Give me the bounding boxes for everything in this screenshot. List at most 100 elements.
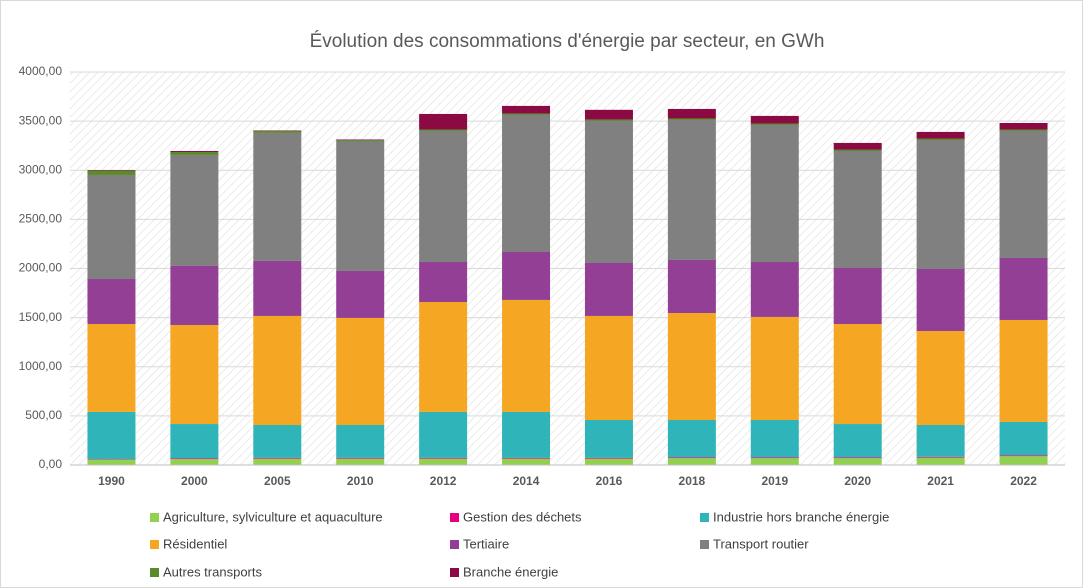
legend-label: Résidentiel [163,536,227,551]
legend-label: Industrie hors branche énergie [713,509,889,524]
bar-segment [419,130,468,263]
bar-segment [999,455,1048,457]
y-tick-label: 4000,00 [19,64,63,78]
bar-segment [87,459,136,465]
x-tick-label: 2010 [347,474,374,488]
bar-segment [667,108,716,119]
bar-segment [170,150,219,152]
bar-segment [584,109,633,120]
bar-segment [667,119,716,260]
bar-segment [502,299,551,412]
x-tick-label: 2022 [1010,474,1037,488]
legend-label: Transport routier [713,536,809,551]
bar-segment [833,457,882,459]
x-tick-label: 2018 [679,474,706,488]
bar-segment [916,268,965,331]
bar-segment [170,324,219,425]
bar-segment [916,425,965,457]
bar-segment [170,151,219,155]
y-tick-label: 500,00 [25,408,62,422]
y-tick-label: 3000,00 [19,162,63,176]
bar-segment [170,424,219,459]
bar-segment [502,458,551,465]
bar-segment [253,315,302,426]
y-tick-label: 2000,00 [19,261,63,275]
bar-segment [584,420,633,458]
x-tick-label: 2014 [513,474,540,488]
bar-segment [419,113,468,130]
bar-segment [833,142,882,150]
bar-segment [999,421,1048,456]
bar-segment [750,457,799,459]
bar-segment [336,139,385,141]
bar-segment [584,120,633,263]
bar-segment [336,317,385,426]
x-tick-label: 2012 [430,474,457,488]
legend-label: Autres transports [163,564,262,579]
legend-swatch [450,568,459,577]
bar-segment [916,457,965,465]
y-tick-label: 0,00 [39,457,63,471]
bar-segment [87,170,136,175]
bar-segment [833,324,882,425]
bar-segment [584,457,633,459]
bar-segment [833,150,882,269]
bar-segment [87,324,136,412]
legend-swatch [700,513,709,522]
bar-segment [833,424,882,458]
bar-segment [170,265,219,325]
y-tick-label: 1500,00 [19,310,63,324]
bar-segment [750,115,799,124]
bar-segment [419,458,468,465]
bar-segment [336,270,385,318]
bar-segment [253,132,302,261]
y-tick-label: 1000,00 [19,359,63,373]
bar-segment [999,129,1048,131]
bar-segment [584,119,633,121]
y-tick-label: 3500,00 [19,113,63,127]
bar-segment [750,262,799,317]
bar-segment [667,420,716,458]
bar-segment [419,302,468,412]
bar-segment [750,458,799,465]
legend-label: Agriculture, sylviculture et aquaculture [163,509,383,524]
bar-segment [253,425,302,458]
bar-segment [336,140,385,271]
bar-segment [667,259,716,314]
x-tick-label: 2016 [596,474,623,488]
bar-segment [833,458,882,465]
bar-segment [170,459,219,465]
bar-segment [584,458,633,465]
bar-segment [87,279,136,325]
bar-segment [667,118,716,120]
legend-swatch [450,513,459,522]
legend-swatch [700,540,709,549]
x-tick-label: 2021 [927,474,954,488]
bar-segment [833,149,882,151]
legend-label: Tertiaire [463,536,509,551]
bar-segment [419,262,468,303]
bar-segment [750,420,799,458]
bar-segment [584,262,633,316]
bar-segment [336,458,385,465]
x-tick-label: 2000 [181,474,208,488]
bar-segment [750,123,799,125]
legend-label: Gestion des déchets [463,509,582,524]
bar-segment [667,313,716,421]
bar-segment [916,139,965,269]
bar-segment [999,122,1048,130]
x-tick-label: 2005 [264,474,291,488]
bar-segment [667,457,716,459]
bar-segment [419,411,468,458]
bar-segment [87,411,136,460]
bar-segment [502,113,551,115]
bar-segment [916,330,965,426]
chart-title: Évolution des consommations d'énergie pa… [310,31,825,52]
legend-swatch [450,540,459,549]
bar-segment [253,260,302,316]
bar-segment [502,457,551,459]
bar-segment [750,124,799,263]
x-tick-label: 2020 [844,474,871,488]
bar-segment [170,458,219,460]
